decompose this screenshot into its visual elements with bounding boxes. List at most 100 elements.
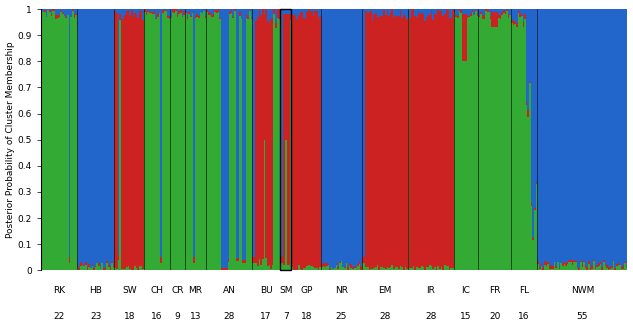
Bar — [237, 9, 239, 258]
Bar — [134, 266, 136, 270]
Bar — [565, 9, 567, 263]
Bar — [613, 9, 615, 260]
Bar — [508, 9, 510, 14]
Bar — [577, 268, 579, 270]
Bar — [51, 16, 52, 270]
Bar — [477, 16, 479, 270]
Bar — [573, 263, 575, 270]
Bar — [282, 9, 284, 257]
Bar — [388, 16, 390, 268]
Bar — [273, 14, 275, 270]
Bar — [480, 9, 482, 12]
Text: 28: 28 — [425, 312, 437, 321]
Bar — [193, 257, 195, 263]
Bar — [521, 15, 523, 16]
Bar — [110, 266, 111, 270]
Bar — [84, 9, 85, 265]
Bar — [501, 16, 503, 270]
Bar — [455, 15, 457, 17]
Bar — [256, 9, 257, 21]
Bar — [167, 9, 168, 16]
Bar — [573, 260, 575, 263]
Bar — [193, 263, 195, 270]
Bar — [285, 9, 287, 14]
Bar — [146, 12, 147, 15]
Bar — [613, 260, 615, 261]
Bar — [203, 11, 204, 270]
Bar — [396, 267, 398, 270]
Bar — [618, 9, 619, 262]
Bar — [267, 9, 268, 20]
Bar — [184, 9, 185, 11]
Bar — [142, 269, 144, 270]
Bar — [529, 9, 530, 83]
Bar — [159, 13, 160, 14]
Bar — [303, 18, 304, 268]
Bar — [549, 269, 551, 270]
Bar — [260, 15, 262, 265]
Bar — [403, 15, 404, 270]
Bar — [324, 267, 326, 270]
Bar — [242, 263, 244, 270]
Bar — [265, 7, 267, 258]
Bar — [56, 9, 57, 16]
Bar — [234, 11, 235, 270]
Bar — [398, 9, 399, 16]
Bar — [59, 17, 60, 270]
Bar — [390, 12, 391, 267]
Bar — [467, 9, 468, 15]
Text: GP: GP — [300, 286, 313, 295]
Bar — [463, 61, 465, 270]
Bar — [100, 269, 101, 270]
Bar — [147, 9, 149, 10]
Bar — [179, 9, 180, 11]
Bar — [447, 9, 449, 10]
Bar — [157, 17, 159, 270]
Bar — [311, 9, 313, 10]
Bar — [610, 269, 611, 270]
Bar — [168, 9, 170, 16]
Bar — [51, 9, 52, 14]
Bar — [585, 268, 586, 270]
Bar — [80, 266, 82, 270]
Bar — [496, 12, 498, 27]
Bar — [355, 9, 357, 267]
Bar — [423, 14, 424, 267]
Bar — [367, 13, 368, 267]
Bar — [411, 9, 413, 268]
Bar — [47, 10, 49, 270]
Bar — [296, 19, 298, 270]
Bar — [124, 268, 126, 270]
Bar — [588, 262, 590, 264]
Bar — [284, 265, 285, 270]
Bar — [515, 24, 516, 270]
Bar — [267, 266, 268, 270]
Bar — [444, 265, 446, 270]
Bar — [467, 18, 468, 270]
Bar — [277, 10, 279, 18]
Bar — [229, 14, 231, 270]
Bar — [156, 9, 157, 18]
Bar — [477, 9, 479, 13]
Bar — [490, 19, 491, 270]
Bar — [293, 15, 295, 270]
Bar — [213, 17, 215, 270]
Bar — [354, 9, 355, 266]
Bar — [228, 262, 229, 270]
Bar — [195, 9, 196, 16]
Bar — [332, 9, 334, 269]
Bar — [256, 21, 257, 263]
Bar — [593, 260, 594, 261]
Bar — [84, 266, 85, 270]
Bar — [530, 206, 532, 270]
Bar — [154, 11, 156, 14]
Bar — [380, 9, 382, 16]
Bar — [444, 14, 446, 265]
Bar — [51, 14, 52, 16]
Bar — [385, 15, 387, 269]
Text: IC: IC — [461, 286, 470, 295]
Bar — [146, 9, 147, 12]
Bar — [380, 266, 382, 270]
Y-axis label: Posterior Probability of Cluster Membership: Posterior Probability of Cluster Members… — [6, 41, 15, 238]
Bar — [549, 266, 551, 269]
